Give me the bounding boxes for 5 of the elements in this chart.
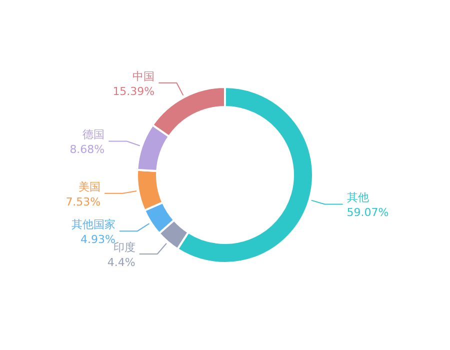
label: 中国 15.39% (112, 70, 155, 98)
label: 美国 7.53% (66, 180, 101, 208)
label: 其他 59.07% (346, 191, 389, 220)
label: 其他国家 4.93% (71, 218, 116, 246)
label: 德国 8.68% (70, 128, 105, 156)
